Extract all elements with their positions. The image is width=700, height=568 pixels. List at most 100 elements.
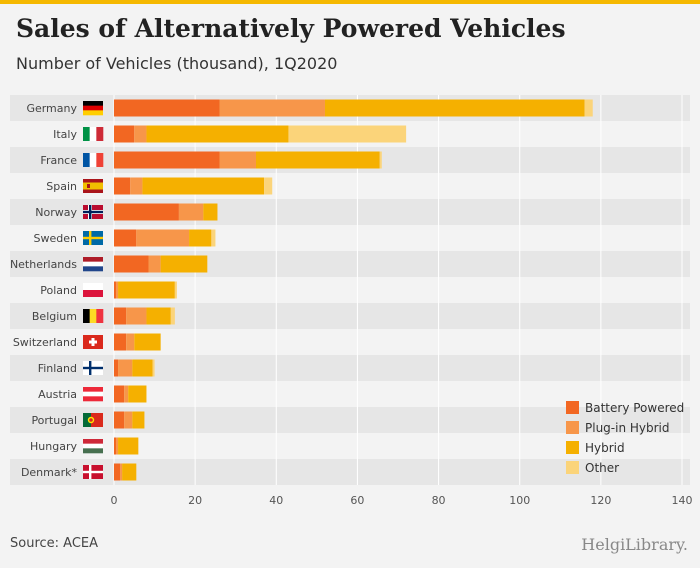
category-label: Portugal [31,414,77,427]
flag-icon [83,283,103,297]
bar-segment [130,177,143,195]
category-label: Austria [38,388,77,401]
flag-icon [83,127,104,141]
bar-segment [124,411,133,429]
bar-segment [120,463,123,481]
category-label: Belgium [32,310,77,323]
category-label: France [40,154,77,167]
bar-segment [178,203,204,221]
category-label: Spain [46,180,77,193]
bar-segment [174,281,177,299]
bar-segment [288,125,407,143]
flag-icon [83,309,104,323]
source-note: Source: ACEA [10,536,99,551]
bar-segment [219,99,325,117]
bar-segment [122,463,137,481]
legend-swatch [566,461,579,474]
bar-segment [114,437,117,455]
x-tick-label: 140 [672,494,693,507]
bar-segment [203,203,218,221]
bar-segment [264,177,273,195]
bar-segment [114,463,121,481]
bar-segment [324,99,585,117]
bar-segment [128,385,147,403]
bar-segment [116,281,119,299]
row-band [10,199,690,225]
bar-segment [142,177,265,195]
bar-segment [146,125,289,143]
category-labels: Germany Italy France Spain Norway Sweden Nethe… [10,102,78,479]
flag-icon [83,179,103,193]
bar-segment [136,229,190,247]
x-tick-label: 0 [111,494,118,507]
bar-segment [124,385,129,403]
bar-segment [219,151,256,169]
bar-segment [132,359,153,377]
bar-segment [584,99,593,117]
legend-label: Hybrid [585,441,625,455]
legend: Battery Powered Plug-in Hybrid Hybrid Other [566,401,684,475]
flag-icon [83,465,103,479]
bar-segment [114,385,125,403]
flag-icon [83,101,103,116]
legend-swatch [566,401,579,414]
bar-segment [170,307,175,325]
bar-segment [132,411,145,429]
bar-segment [114,125,135,143]
bar-segment [114,177,131,195]
flag-icon [83,231,103,245]
helgilibrary-logo: HelgiLibrary. [581,535,688,554]
bar-segment [211,229,216,247]
bar-segment [160,255,208,273]
category-label: Sweden [34,232,77,245]
bar-segment [134,125,147,143]
bar-segment [114,255,149,273]
x-tick-labels: 0 20 40 60 80 100 120 140 [111,494,693,507]
bar-segment [114,359,119,377]
bar-segment [126,333,135,351]
bar-segment [114,229,137,247]
legend-swatch [566,421,579,434]
bar-segment [118,281,175,299]
x-tick-label: 100 [509,494,530,507]
x-tick-label: 40 [269,494,283,507]
bar-segment [379,151,382,169]
bar-segment [118,359,133,377]
row-band [10,303,690,329]
bar-segment [148,255,161,273]
bar-segment [146,307,171,325]
bar-segment [114,411,125,429]
legend-label: Battery Powered [585,401,684,415]
row-band [10,251,690,277]
bars [114,99,593,481]
flag-icon [83,205,103,219]
legend-label: Plug-in Hybrid [585,421,670,435]
bar-segment [256,151,380,169]
legend-swatch [566,441,579,454]
flag-icon [83,257,103,272]
legend-label: Other [585,461,619,475]
x-tick-label: 80 [432,494,446,507]
x-tick-label: 60 [350,494,364,507]
flag-icon [83,361,103,375]
category-label: Germany [26,102,77,115]
bar-segment [114,333,127,351]
bar-segment [116,437,119,455]
category-label: Norway [35,206,77,219]
top-accent-bar [0,0,700,4]
bar-segment [114,151,220,169]
bar-segment [152,359,155,377]
chart-title: Sales of Alternatively Powered Vehicles [16,14,566,43]
category-label: Netherlands [10,258,77,271]
category-label: Italy [53,128,77,141]
category-label: Denmark* [21,466,78,479]
bar-segment [118,437,139,455]
bar-segment [114,203,179,221]
country-flags [83,101,104,479]
category-label: Poland [40,284,77,297]
row-band [10,355,690,381]
flag-icon [83,153,104,167]
flag-icon [83,387,103,402]
bar-segment [134,333,161,351]
